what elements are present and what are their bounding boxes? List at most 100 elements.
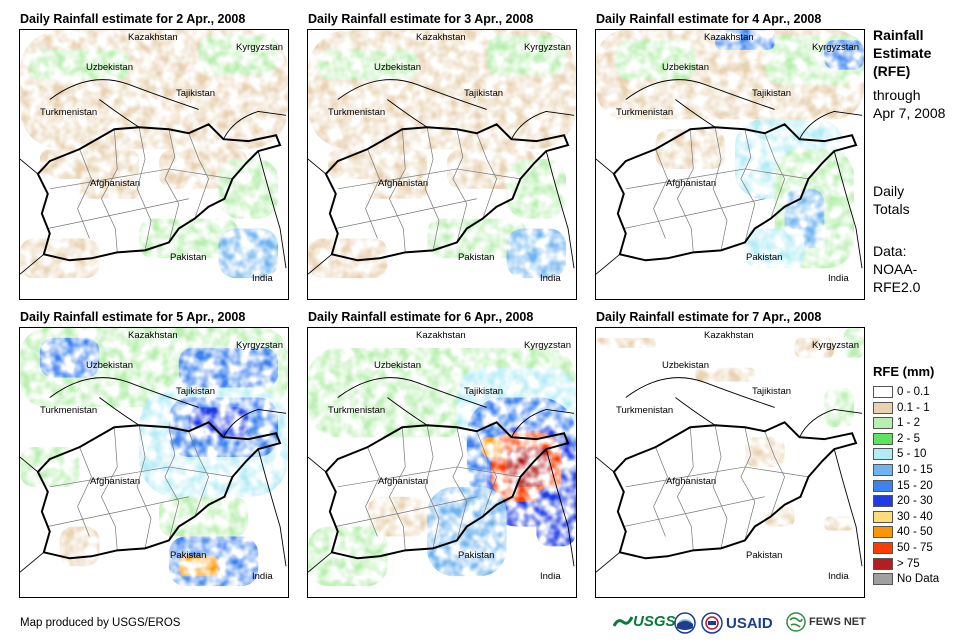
- country-label-uzbekistan: Uzbekistan: [662, 62, 709, 73]
- country-label-turkmenistan: Turkmenistan: [40, 107, 98, 118]
- province-boundary: [653, 446, 668, 537]
- country-boundary: [99, 99, 140, 128]
- rain-cell: [139, 218, 239, 259]
- country-boundary: [625, 377, 775, 408]
- province-boundary: [389, 427, 406, 551]
- sidebar-data-line: NOAA-: [873, 261, 918, 277]
- province-boundary: [712, 425, 728, 549]
- province-boundary: [337, 466, 521, 488]
- rain-cell: [367, 178, 428, 199]
- panel-title: Daily Rainfall estimate for 5 Apr., 2008: [20, 310, 246, 324]
- province-boundary: [740, 129, 756, 243]
- province-boundary: [77, 148, 92, 239]
- map-canvas: [596, 30, 864, 275]
- province-boundary: [77, 446, 92, 537]
- map-canvas: [20, 30, 288, 279]
- country-label-uzbekistan: Uzbekistan: [86, 360, 133, 371]
- country-label-india: India: [828, 571, 849, 582]
- country-boundary: [337, 377, 487, 408]
- country-label-afghanistan: Afghanistan: [378, 178, 429, 189]
- country-boundary: [545, 150, 575, 269]
- legend-swatch: [873, 448, 893, 461]
- rain-field: [308, 30, 576, 279]
- country-boundary: [223, 110, 287, 140]
- sidebar-data-line: RFE2.0: [873, 279, 921, 295]
- rain-cell: [481, 437, 502, 458]
- country-boundary: [49, 79, 199, 110]
- rainfall-map-apr5: Kazakhstan Kyrgyzstan Uzbekistan Tajikistan…: [19, 327, 289, 598]
- afghanistan-border: [36, 421, 282, 560]
- country-label-kazakhstan: Kazakhstan: [128, 330, 178, 341]
- legend-item: 50 - 75: [873, 541, 933, 555]
- country-boundary: [257, 448, 287, 567]
- legend-label: 0.1 - 1: [897, 401, 930, 414]
- legend-label: 1 - 2: [897, 417, 921, 430]
- rain-cell: [188, 407, 249, 438]
- legend-item: 0.1 - 1: [873, 401, 930, 415]
- legend-item: 20 - 30: [873, 494, 933, 508]
- province-boundary: [164, 129, 180, 243]
- province-boundary: [764, 431, 785, 517]
- fews-globe-icon: [786, 612, 806, 632]
- country-boundary: [223, 408, 287, 438]
- panel-title: Daily Rainfall estimate for 6 Apr., 2008: [308, 310, 534, 324]
- rain-field: [596, 30, 864, 269]
- fews-logo: FEWS NET: [786, 612, 866, 632]
- map-canvas: [596, 328, 864, 573]
- legend-item: 5 - 10: [873, 447, 926, 461]
- country-boundary: [596, 456, 615, 473]
- province-boundary: [188, 133, 209, 219]
- sidebar-title: Rainfall Estimate (RFE): [873, 26, 931, 80]
- country-label-afghanistan: Afghanistan: [666, 476, 717, 487]
- rain-cell: [844, 328, 864, 358]
- country-label-afghanistan: Afghanistan: [666, 178, 717, 189]
- country-label-tajikistan: Tajikistan: [464, 386, 504, 397]
- country-boundary: [675, 99, 716, 128]
- country-label-uzbekistan: Uzbekistan: [86, 62, 133, 73]
- rainfall-map-apr7: Kazakhstan Kyrgyzstan Uzbekistan Tajikistan…: [595, 327, 865, 598]
- country-label-afghanistan: Afghanistan: [90, 476, 141, 487]
- country-boundary: [257, 150, 287, 269]
- country-boundary: [308, 253, 333, 275]
- province-boundary: [101, 427, 118, 551]
- country-label-kazakhstan: Kazakhstan: [416, 330, 466, 341]
- legend-item: 0 - 0.1: [873, 385, 930, 399]
- country-label-kazakhstan: Kazakhstan: [704, 32, 754, 43]
- country-boundary: [387, 99, 428, 128]
- legend-swatch: [873, 386, 893, 398]
- country-label-tajikistan: Tajikistan: [752, 88, 792, 99]
- country-boundary: [545, 448, 575, 567]
- legend-item: No Data: [873, 572, 939, 586]
- rain-cell: [327, 149, 428, 179]
- country-label-india: India: [540, 571, 561, 582]
- map-canvas: [308, 30, 576, 279]
- legend-title: RFE (mm): [873, 364, 935, 379]
- country-label-uzbekistan: Uzbekistan: [374, 360, 421, 371]
- rain-cell: [367, 496, 428, 537]
- legend-swatch: [873, 557, 893, 570]
- province-boundary: [188, 431, 209, 517]
- province-boundary: [476, 133, 497, 219]
- afghanistan-border: [612, 123, 858, 262]
- rain-cell: [744, 228, 805, 269]
- rain-cell: [824, 516, 855, 531]
- province-boundary: [365, 446, 380, 537]
- legend-label: 10 - 15: [897, 464, 933, 476]
- rain-cell: [536, 486, 576, 547]
- panel-title: Daily Rainfall estimate for 7 Apr., 2008: [596, 310, 822, 324]
- country-label-pakistan: Pakistan: [170, 252, 207, 263]
- rainfall-map-apr6: Kazakhstan Kyrgyzstan Uzbekistan Tajikistan…: [307, 327, 577, 598]
- country-label-pakistan: Pakistan: [458, 252, 495, 263]
- province-boundary: [677, 129, 694, 253]
- rain-cell: [695, 367, 755, 382]
- country-label-afghanistan: Afghanistan: [378, 476, 429, 487]
- sidebar-data-line: Data:: [873, 243, 907, 259]
- country-label-india: India: [252, 273, 273, 284]
- rain-cell: [39, 149, 140, 179]
- legend-label: 5 - 10: [897, 448, 927, 461]
- afghanistan-border: [36, 123, 282, 262]
- sidebar-title-line: Rainfall: [873, 27, 924, 43]
- rain-cell: [39, 337, 100, 378]
- usaid-seal-icon: [701, 612, 723, 634]
- country-boundary: [596, 253, 621, 275]
